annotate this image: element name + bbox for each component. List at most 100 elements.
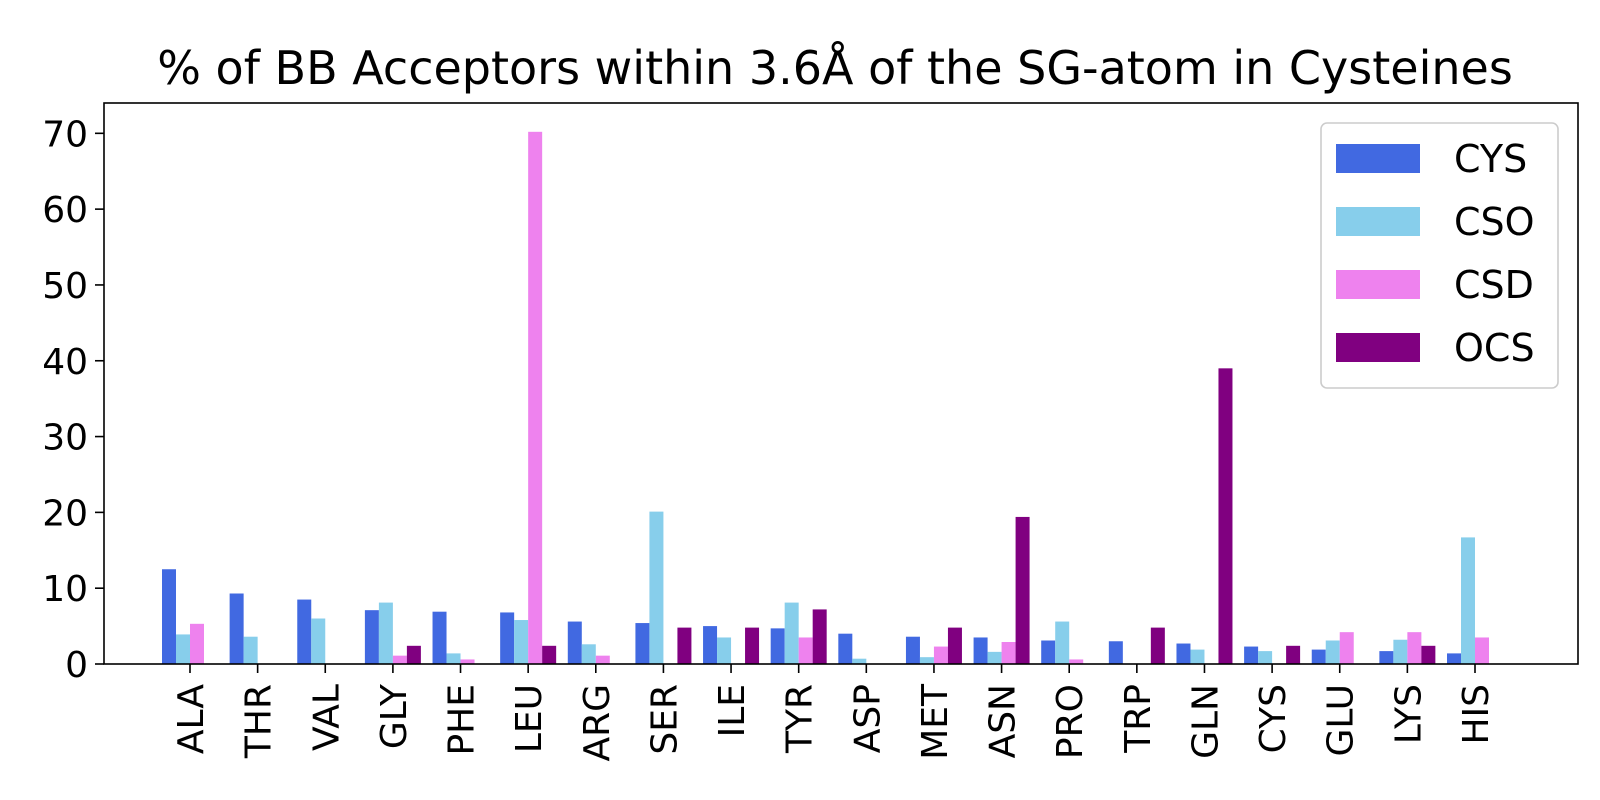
bar-ocs-leu — [542, 645, 557, 664]
bar-cys-lys — [1379, 651, 1394, 664]
x-tick-label-trp: TRP — [1118, 684, 1159, 754]
bar-cso-tyr — [784, 602, 799, 664]
x-tick-label-met: MET — [915, 683, 956, 760]
bar-cys-met — [905, 636, 920, 664]
y-tick-label: 20 — [42, 493, 88, 534]
x-tick-label-glu: GLU — [1321, 684, 1362, 757]
x-tick-label-ala: ALA — [171, 684, 212, 755]
legend-swatch-csd — [1336, 270, 1420, 299]
x-tick-label-val: VAL — [306, 684, 347, 751]
bar-ocs-gln — [1218, 368, 1233, 664]
bar-csd-arg — [595, 655, 610, 664]
y-tick-label: 10 — [42, 569, 88, 610]
bar-csd-glu — [1339, 632, 1354, 664]
bar-ocs-ile — [745, 627, 760, 664]
bar-ocs-gly — [406, 645, 421, 664]
y-tick-label: 40 — [42, 342, 88, 383]
bar-cso-his — [1461, 537, 1475, 664]
bar-csd-ala — [190, 623, 204, 664]
bar-cys-glu — [1311, 649, 1326, 664]
bar-ocs-cys — [1286, 645, 1301, 664]
bar-cso-ser — [649, 511, 664, 664]
bar-csd-leu — [528, 131, 543, 664]
bar-cys-cys — [1244, 646, 1259, 664]
bar-cys-pro — [1041, 640, 1056, 664]
bar-cys-thr — [229, 593, 244, 664]
bar-ocs-asn — [1015, 516, 1030, 664]
bar-cys-phe — [432, 611, 447, 664]
x-tick-label-gly: GLY — [374, 683, 415, 749]
bar-cys-gln — [1176, 643, 1191, 664]
bar-cys-gly — [364, 610, 379, 664]
bar-csd-lys — [1407, 632, 1422, 664]
x-tick-label-his: HIS — [1456, 684, 1497, 745]
y-axis: 0 10 20 30 40 50 60 70 — [42, 114, 104, 686]
x-tick-label-pro: PRO — [1050, 684, 1091, 759]
bar-cys-val — [297, 599, 312, 664]
bar-cso-val — [311, 618, 326, 664]
bar-cys-asp — [838, 633, 853, 664]
bars-group — [162, 131, 1489, 664]
y-tick-label: 70 — [42, 114, 88, 155]
bar-csd-pro — [1069, 659, 1084, 664]
x-tick-label-phe: PHE — [442, 684, 483, 756]
x-tick-label-asp: ASP — [847, 684, 888, 753]
legend-box — [1320, 122, 1559, 389]
legend-label-csd: CSD — [1454, 263, 1534, 307]
legend-swatch-cys — [1336, 144, 1420, 173]
x-tick-label-leu: LEU — [509, 684, 550, 753]
legend-label-ocs: OCS — [1454, 326, 1535, 370]
bar-csd-asn — [1001, 642, 1016, 664]
x-tick-label-lys: LYS — [1388, 684, 1429, 744]
bar-cys-his — [1447, 653, 1461, 664]
bar-ocs-lys — [1421, 645, 1436, 664]
legend-swatch-ocs — [1336, 333, 1420, 362]
bar-cso-phe — [446, 653, 461, 664]
legend-label-cys: CYS — [1454, 137, 1527, 181]
bar-cso-pro — [1055, 621, 1070, 664]
bar-cso-leu — [514, 620, 529, 664]
bar-cys-ile — [703, 626, 718, 664]
y-tick-label: 60 — [42, 190, 88, 231]
bar-csd-his — [1475, 637, 1489, 664]
bar-cso-ile — [717, 637, 732, 664]
x-tick-label-cys: CYS — [1253, 684, 1294, 753]
bar-cso-met — [919, 657, 934, 664]
x-axis: ALA THR VAL GLY PHE LEU ARG SER ILE TYR ASP MET ASN P… — [171, 664, 1497, 762]
x-tick-label-tyr: TYR — [780, 684, 821, 754]
bar-cso-glu — [1325, 640, 1340, 664]
bar-ocs-tyr — [812, 609, 827, 664]
legend-swatch-cso — [1336, 207, 1420, 236]
bar-cso-gly — [378, 602, 393, 664]
bar-csd-met — [933, 646, 948, 664]
y-tick-label: 30 — [42, 418, 88, 459]
y-tick-label: 0 — [65, 645, 88, 686]
bar-csd-phe — [460, 659, 475, 664]
bar-cys-trp — [1108, 641, 1123, 664]
bar-cys-arg — [567, 621, 582, 664]
bar-cys-ser — [635, 623, 650, 664]
bar-cys-ala — [162, 569, 176, 664]
bar-cso-ala — [176, 634, 190, 664]
bar-ocs-ser — [677, 627, 692, 664]
x-tick-label-asn: ASN — [983, 684, 1024, 758]
bar-csd-tyr — [798, 637, 813, 664]
x-tick-label-thr: THR — [239, 684, 280, 759]
plot-area-frame — [103, 102, 1579, 665]
bar-cso-gln — [1190, 649, 1205, 664]
x-tick-label-ser: SER — [644, 684, 685, 755]
bar-cso-thr — [243, 636, 258, 664]
legend: CYS CSO CSD OCS — [1320, 122, 1559, 389]
bar-cso-asp — [852, 658, 867, 664]
bar-cys-tyr — [770, 628, 785, 664]
bar-ocs-trp — [1150, 627, 1165, 664]
bar-cys-leu — [500, 612, 515, 664]
y-tick-label: 50 — [42, 266, 88, 307]
chart-title: % of BB Acceptors within 3.6Å of the SG-… — [157, 41, 1513, 95]
x-tick-label-arg: ARG — [577, 684, 618, 762]
bar-csd-gly — [392, 655, 407, 664]
bar-cso-cys — [1258, 651, 1273, 664]
legend-label-cso: CSO — [1454, 200, 1535, 244]
